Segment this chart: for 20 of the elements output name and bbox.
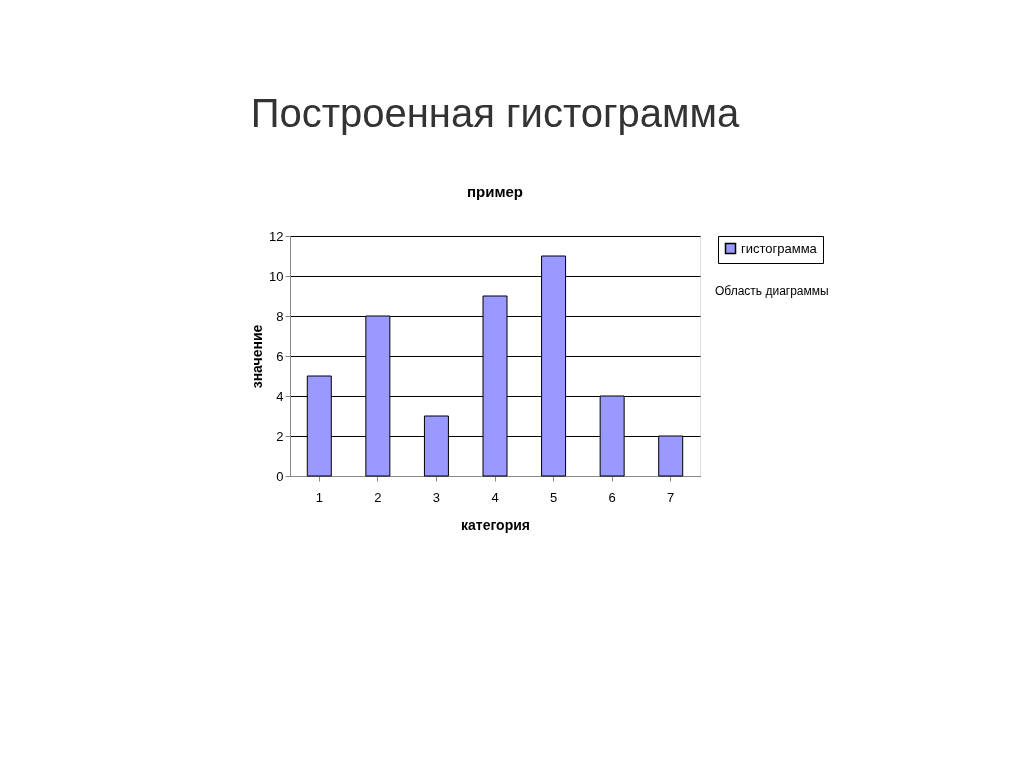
x-tick-label: 3 [432, 489, 441, 505]
y-tick-label: 2 [276, 428, 284, 444]
y-tick-label: 10 [269, 268, 284, 284]
x-tick-label: 6 [608, 489, 616, 505]
x-tick-label: 2 [374, 489, 382, 505]
y-axis-title: значение [249, 324, 266, 389]
x-tick-label: 1 [315, 489, 323, 505]
y-tick-label: 6 [276, 348, 284, 364]
y-tick-label: 8 [276, 308, 284, 324]
text: Область диаграммы [715, 284, 829, 298]
y-tick-label: 12 [269, 228, 284, 244]
x-axis-title: категория [461, 516, 530, 533]
y-tick-label: 0 [276, 468, 284, 484]
x-tick-label: 7 [667, 489, 675, 505]
chart-title: Построенная гистограмма [250, 91, 741, 135]
y-tick-label: 4 [276, 388, 284, 404]
x-tick-label: 4 [491, 489, 499, 505]
chart-subtitle: пример [466, 183, 524, 200]
x-tick-label: 5 [549, 489, 558, 505]
legend-label: гистограмма [741, 240, 818, 256]
